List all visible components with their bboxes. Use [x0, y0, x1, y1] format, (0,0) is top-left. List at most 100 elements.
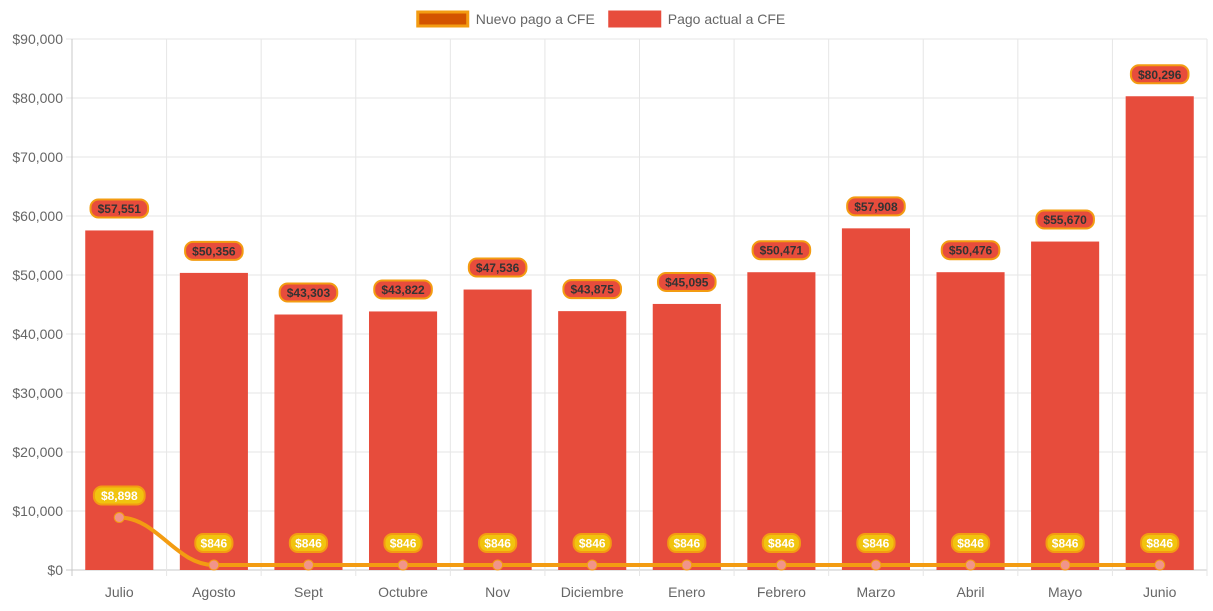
line-point [397, 559, 409, 571]
bar-value-label: $57,551 [89, 198, 150, 219]
bar-value-label: $43,822 [373, 279, 433, 300]
bar-value-label-text: $80,296 [1138, 68, 1182, 82]
line-point [870, 559, 882, 571]
line-value-label: $846 [1045, 533, 1085, 554]
line-value-label: $846 [478, 533, 518, 554]
line-value-label: $846 [761, 533, 801, 554]
line-value-label-text: $846 [957, 537, 984, 551]
bar-value-label-box [373, 279, 433, 300]
line-value-label: $846 [383, 533, 423, 554]
line-value-label-box [1045, 533, 1085, 554]
bar-value-label: $43,303 [278, 282, 339, 303]
y-tick-label: $30,000 [12, 385, 63, 401]
x-tick-label: Octubre [378, 584, 428, 600]
line-value-label-box [572, 533, 612, 554]
line-value-label-text: $8,898 [101, 489, 138, 503]
x-tick-label: Sept [294, 584, 323, 600]
bar-value-label-box [751, 240, 812, 261]
x-tick-label: Abril [957, 584, 985, 600]
line-value-label-text: $846 [390, 537, 417, 551]
line-value-label-box [478, 533, 518, 554]
bar [1031, 241, 1100, 570]
bar [936, 272, 1005, 570]
line-value-label-text: $846 [484, 537, 511, 551]
bar-value-label-text: $57,908 [854, 200, 898, 214]
line-value-label: $846 [950, 533, 991, 554]
bar [1125, 96, 1194, 570]
bar-value-label-text: $55,670 [1043, 213, 1087, 227]
legend-label: Nuevo pago a CFE [476, 11, 595, 27]
grid-layer [66, 38, 1208, 576]
bar-value-label-box [940, 240, 1001, 261]
data-labels: $57,551 $50,356 $43,303 $43,822 $47,536 $43,8… [89, 64, 1190, 554]
x-tick-label: Julio [105, 584, 134, 600]
bar-value-label: $45,095 [656, 271, 717, 292]
bar-value-label: $47,536 [467, 257, 528, 278]
line-series [113, 512, 1166, 571]
legend-label: Pago actual a CFE [668, 11, 786, 27]
y-tick-label: $10,000 [12, 503, 63, 519]
legend-item-pago-actual[interactable]: Pago actual a CFE [608, 10, 786, 28]
line-point [586, 559, 598, 571]
line-point [1059, 559, 1071, 571]
line-value-label: $846 [194, 533, 234, 554]
x-tick-label: Nov [485, 584, 510, 600]
line-value-label-text: $846 [673, 537, 700, 551]
line-value-label-box [950, 533, 991, 554]
bar-value-label-box [1129, 64, 1190, 85]
legend-swatch [608, 10, 662, 28]
bar-value-label-box [467, 257, 528, 278]
x-tick-label: Febrero [757, 584, 806, 600]
bar [558, 311, 627, 570]
line-value-label-box [92, 485, 146, 506]
bar-series [85, 96, 1194, 570]
bar-value-label: $43,875 [562, 279, 623, 300]
line-value-label: $846 [856, 533, 896, 554]
line-value-label: $846 [288, 533, 329, 554]
bar-value-label-text: $43,822 [381, 283, 425, 297]
y-tick-label: $90,000 [12, 31, 63, 47]
bar-value-label-box [184, 240, 244, 261]
line-value-label: $846 [667, 533, 707, 554]
bar-value-label-box [89, 198, 150, 219]
line-value-label: $8,898 [92, 485, 146, 506]
bar [747, 272, 816, 570]
bar-value-label-text: $45,095 [665, 275, 709, 289]
bar-value-label-text: $50,356 [192, 244, 236, 258]
bar-value-label: $80,296 [1129, 64, 1190, 85]
x-tick-label: Junio [1143, 584, 1177, 600]
bar-value-label-box [656, 271, 717, 292]
line-value-label-box [194, 533, 234, 554]
x-tick-label: Diciembre [561, 584, 624, 600]
bar-value-label: $55,670 [1035, 209, 1095, 230]
y-tick-label: $0 [47, 562, 63, 578]
bar-value-label-text: $57,551 [98, 202, 142, 216]
bar [274, 314, 343, 570]
y-tick-label: $80,000 [12, 90, 63, 106]
line-value-label-box [383, 533, 423, 554]
bar [179, 272, 248, 570]
line-value-label-text: $846 [201, 537, 228, 551]
bar [841, 228, 911, 570]
line-point [208, 559, 220, 571]
line-value-label-box [1140, 533, 1180, 554]
x-tick-label: Mayo [1048, 584, 1082, 600]
y-tick-label: $70,000 [12, 149, 63, 165]
legend-item-nuevo-pago[interactable]: Nuevo pago a CFE [416, 10, 595, 28]
line-value-label-box [288, 533, 329, 554]
line-value-label-text: $846 [863, 537, 890, 551]
bar-value-label-box [278, 282, 339, 303]
bar-value-label: $57,908 [846, 196, 906, 217]
bar-value-label-text: $43,875 [571, 283, 615, 297]
legend[interactable]: Nuevo pago a CFE Pago actual a CFE [416, 10, 786, 28]
y-tick-label: $50,000 [12, 267, 63, 283]
line-value-label-text: $846 [295, 537, 322, 551]
bar-value-label-text: $50,476 [949, 244, 993, 258]
line-value-label-box [856, 533, 896, 554]
line-point [302, 559, 314, 571]
line-point [113, 512, 125, 524]
bar-value-label: $50,356 [184, 240, 244, 261]
line-value-label-text: $846 [768, 537, 795, 551]
